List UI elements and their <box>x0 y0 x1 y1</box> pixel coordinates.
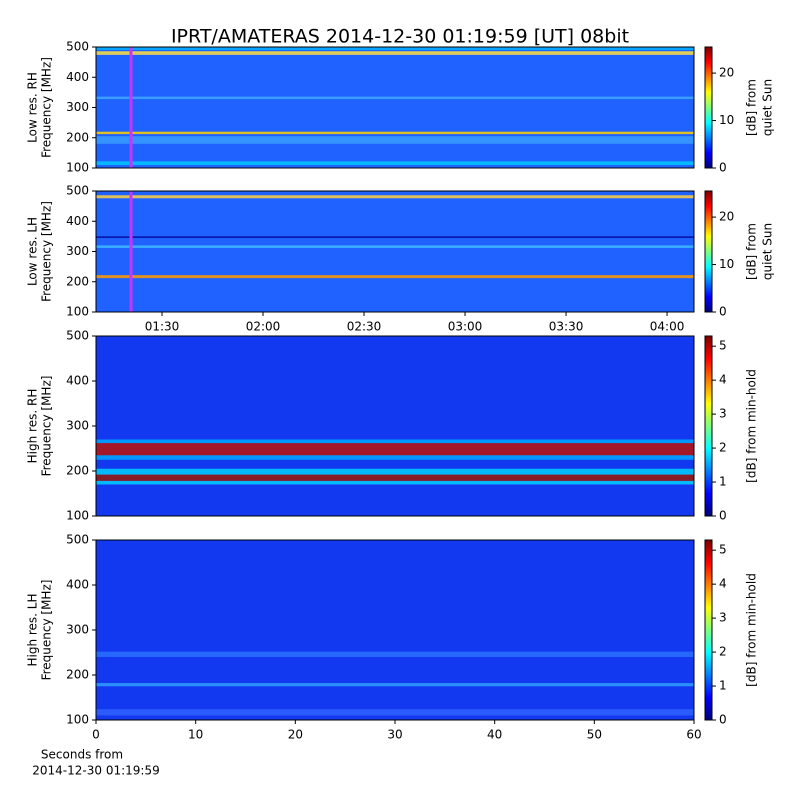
x-tick-label: 02:00 <box>246 320 281 334</box>
spectrogram <box>96 336 694 516</box>
colorbar-label: quiet Sun <box>761 223 775 280</box>
x-note: 2014-12-30 01:19:59 <box>32 764 159 778</box>
x-tick-label: 0 <box>92 728 100 742</box>
spectral-band <box>96 474 694 481</box>
spectral-band <box>96 96 694 100</box>
spectral-band <box>96 131 694 135</box>
y-axis-label: Low res. LH <box>26 217 40 286</box>
colorbar-tick-label: 0 <box>719 509 727 523</box>
x-tick-label: 60 <box>686 728 701 742</box>
spectral-band <box>96 47 694 51</box>
title: IPRT/AMATERAS 2014-12-30 01:19:59 [UT] 0… <box>171 26 629 48</box>
spectral-band <box>96 195 694 199</box>
x-note: Seconds from <box>41 748 123 762</box>
x-tick-label: 01:30 <box>145 320 180 334</box>
colorbar-tick-label: 0 <box>719 713 727 727</box>
x-tick-label: 50 <box>587 728 602 742</box>
colorbar-tick-label: 5 <box>719 543 727 557</box>
y-tick-label: 500 <box>66 184 89 198</box>
colorbar-tick-label: 1 <box>719 475 727 489</box>
colorbar-tick-label: 10 <box>719 113 734 127</box>
y-axis-label: Frequency [MHz] <box>40 201 54 302</box>
colorbar-tick-label: 4 <box>719 373 727 387</box>
spectral-band <box>96 651 694 657</box>
y-tick-label: 200 <box>66 668 89 682</box>
colorbar <box>704 539 713 721</box>
y-tick-label: 500 <box>66 329 89 343</box>
spectral-band <box>96 51 694 55</box>
x-tick-label: 03:00 <box>448 320 483 334</box>
colorbar-tick-label: 0 <box>719 161 727 175</box>
y-tick-label: 500 <box>66 533 89 547</box>
y-tick-label: 100 <box>66 509 89 523</box>
y-tick-label: 100 <box>66 161 89 175</box>
colorbar-tick-label: 10 <box>719 257 734 271</box>
x-tick-label: 10 <box>188 728 203 742</box>
colorbar-label: [dB] from <box>745 79 759 136</box>
y-tick-label: 400 <box>66 578 89 592</box>
y-axis-label: Frequency [MHz] <box>40 376 54 477</box>
y-axis-label: Frequency [MHz] <box>40 57 54 158</box>
colorbar-tick-label: 5 <box>719 339 727 353</box>
colorbar-tick-label: 1 <box>719 679 727 693</box>
y-axis-label: High res. LH <box>26 593 40 666</box>
colorbar-tick-label: 3 <box>719 611 727 625</box>
y-tick-label: 100 <box>66 305 89 319</box>
y-axis-label: Low res. RH <box>26 72 40 143</box>
y-tick-label: 300 <box>66 100 89 114</box>
colorbar-tick-label: 20 <box>719 210 734 224</box>
colorbar-tick-label: 2 <box>719 441 727 455</box>
x-tick-label: 20 <box>288 728 303 742</box>
y-tick-label: 400 <box>66 374 89 388</box>
spectrogram <box>96 540 694 720</box>
spectral-band <box>96 443 694 456</box>
x-tick-label: 02:30 <box>347 320 382 334</box>
colorbar-tick-label: 0 <box>719 305 727 319</box>
colorbar-tick-label: 4 <box>719 577 727 591</box>
colorbar-tick-label: 2 <box>719 645 727 659</box>
y-tick-label: 200 <box>66 274 89 288</box>
y-tick-label: 500 <box>66 40 89 54</box>
x-tick-label: 40 <box>487 728 502 742</box>
spectral-band <box>96 236 694 238</box>
colorbar <box>704 335 713 517</box>
spectral-band <box>96 161 694 165</box>
y-tick-label: 300 <box>66 623 89 637</box>
y-tick-label: 300 <box>66 419 89 433</box>
spectral-band <box>96 136 694 144</box>
colorbar-label: quiet Sun <box>761 79 775 136</box>
colorbar-label: [dB] from min-hold <box>745 573 759 687</box>
colorbar-tick-label: 20 <box>719 66 734 80</box>
spectrogram <box>96 191 694 312</box>
y-axis-label: High res. RH <box>26 389 40 464</box>
x-tick-label: 04:00 <box>650 320 685 334</box>
y-tick-label: 100 <box>66 713 89 727</box>
spectral-band <box>96 275 694 279</box>
y-tick-label: 200 <box>66 464 89 478</box>
spectral-band <box>96 709 694 716</box>
colorbar-label: [dB] from <box>745 223 759 280</box>
y-tick-label: 200 <box>66 130 89 144</box>
x-tick-label: 03:30 <box>549 320 584 334</box>
spectral-band <box>96 245 694 248</box>
x-tick-label: 30 <box>387 728 402 742</box>
y-tick-label: 400 <box>66 214 89 228</box>
y-tick-label: 400 <box>66 70 89 84</box>
colorbar-label: [dB] from min-hold <box>745 369 759 483</box>
spectral-band <box>96 683 694 687</box>
spectrogram <box>96 47 694 168</box>
colorbar-tick-label: 3 <box>719 407 727 421</box>
y-axis-label: Frequency [MHz] <box>40 580 54 681</box>
colorbar <box>704 46 713 169</box>
y-tick-label: 300 <box>66 244 89 258</box>
colorbar <box>704 190 713 313</box>
